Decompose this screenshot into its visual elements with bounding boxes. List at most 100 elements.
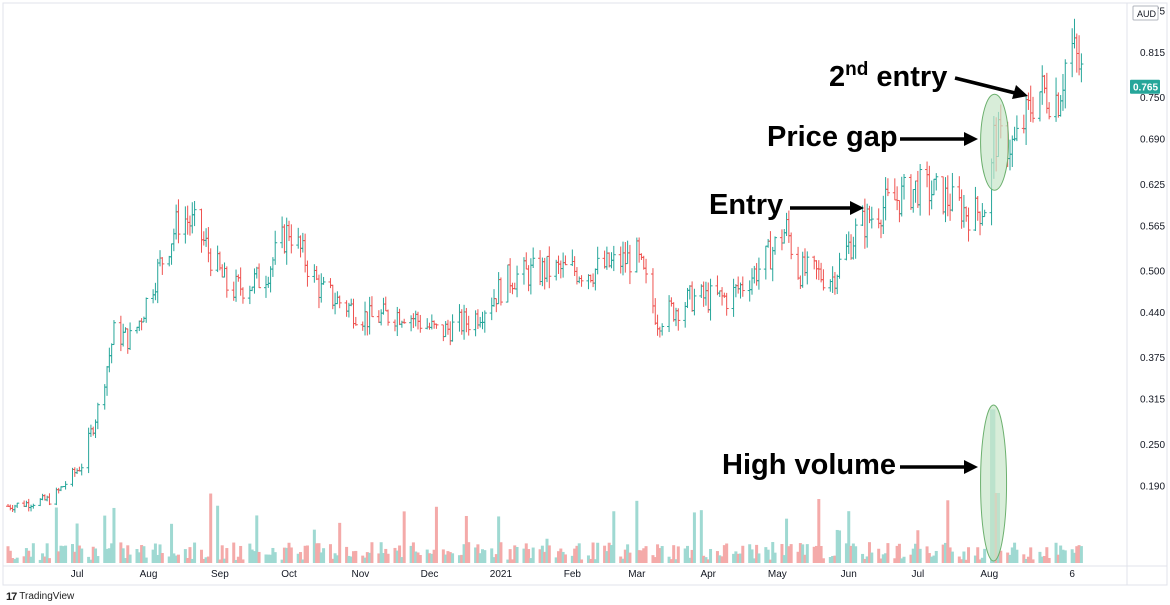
volume-bar xyxy=(467,542,471,563)
volume-bar xyxy=(580,559,584,563)
volume-bar xyxy=(1015,549,1019,563)
y-tick-label: 0.500 xyxy=(1140,266,1165,277)
x-tick-label: Nov xyxy=(352,569,370,580)
volume-bar xyxy=(328,544,332,563)
volume-bar xyxy=(877,548,881,563)
volume-bar xyxy=(978,559,982,563)
volume-bar xyxy=(637,550,641,563)
volume-bar xyxy=(653,557,657,563)
volume-bar xyxy=(186,557,190,563)
volume-bar xyxy=(674,559,678,563)
y-tick-label: 0.565 xyxy=(1140,221,1165,232)
volume-bar xyxy=(789,544,793,563)
volume-bar xyxy=(1072,552,1076,563)
volume-bar xyxy=(639,550,643,563)
volume-bar xyxy=(188,547,192,563)
volume-bar xyxy=(317,543,321,563)
volume-bar xyxy=(821,558,825,563)
volume-bar xyxy=(1006,552,1010,563)
volume-bar xyxy=(497,516,501,563)
volume-bar xyxy=(119,542,123,563)
x-tick-label: Apr xyxy=(700,569,716,580)
volume-bar xyxy=(418,555,422,563)
volume-bar xyxy=(609,545,613,563)
volume-bar xyxy=(715,551,719,563)
volume-bar xyxy=(782,555,786,563)
volume-bar xyxy=(621,558,625,563)
volume-bar xyxy=(363,557,367,563)
volume-bar xyxy=(303,545,307,563)
volume-bar xyxy=(494,554,498,563)
volume-bar xyxy=(702,555,706,563)
volume-bar xyxy=(909,554,913,563)
volume-bar xyxy=(854,546,858,563)
x-tick-label: Dec xyxy=(421,569,439,580)
volume-bar xyxy=(1075,546,1079,563)
volume-bar xyxy=(349,556,353,563)
volume-bar xyxy=(331,558,335,563)
volume-bar xyxy=(248,543,252,563)
volume-bar xyxy=(59,545,63,563)
volume-bar xyxy=(1043,556,1047,563)
volume-bar xyxy=(151,549,155,563)
volume-bar xyxy=(750,549,754,563)
volume-bar xyxy=(425,549,429,563)
volume-bar xyxy=(492,557,496,563)
volume-bar xyxy=(107,548,111,563)
volume-bar xyxy=(554,557,558,563)
volume-bar xyxy=(481,549,485,563)
volume-bar xyxy=(847,511,851,563)
y-tick-label: 0.440 xyxy=(1140,308,1165,319)
volume-bar xyxy=(8,550,12,563)
volume-bar xyxy=(603,545,607,563)
volume-bar xyxy=(812,546,816,563)
volume-bar xyxy=(916,530,920,563)
volume-bar xyxy=(257,551,261,563)
volume-bar xyxy=(338,522,342,563)
volume-bar xyxy=(948,547,952,563)
volume-bar xyxy=(282,547,286,563)
volume-bar xyxy=(430,553,434,563)
x-tick-label: Mar xyxy=(628,569,646,580)
volume-bar xyxy=(121,548,125,563)
volume-bar xyxy=(1061,549,1065,563)
second-entry-arrow-head xyxy=(1012,85,1028,99)
volume-bar xyxy=(365,552,369,563)
x-tick-label: Jun xyxy=(841,569,857,580)
volume-bar xyxy=(305,545,309,563)
volume-bar xyxy=(193,542,197,563)
volume-bar xyxy=(755,544,759,563)
volume-bar xyxy=(1059,545,1063,563)
volume-bar xyxy=(930,556,934,563)
volume-bar xyxy=(709,548,713,563)
volume-bar xyxy=(676,546,680,563)
volume-bar xyxy=(635,500,639,563)
volume-bar xyxy=(704,557,708,563)
volume-bar xyxy=(801,544,805,563)
volume-bar xyxy=(64,545,68,563)
volume-bar xyxy=(345,546,349,563)
volume-bar xyxy=(732,553,736,563)
volume-bar xyxy=(865,556,869,563)
x-tick-label: Feb xyxy=(564,569,582,580)
volume-bar xyxy=(683,548,687,563)
volume-bar xyxy=(768,559,772,563)
volume-bar xyxy=(589,558,593,563)
volume-bar xyxy=(690,549,694,563)
volume-bar xyxy=(199,549,203,563)
volume-bar xyxy=(140,545,144,563)
volume-bar xyxy=(216,505,220,563)
y-tick-label: 0.375 xyxy=(1140,353,1165,364)
volume-bar xyxy=(444,554,448,563)
volume-bar xyxy=(545,538,549,563)
volume-bar xyxy=(409,545,413,563)
volume-bar xyxy=(626,544,630,563)
volume-bar xyxy=(962,551,966,563)
volume-bar xyxy=(47,558,51,563)
volume-bar xyxy=(464,515,468,563)
volume-bar xyxy=(223,558,227,563)
volume-bar xyxy=(623,549,627,563)
y-tick-label: 0.625 xyxy=(1140,180,1165,191)
volume-bar xyxy=(849,545,853,563)
volume-bar xyxy=(529,558,533,563)
